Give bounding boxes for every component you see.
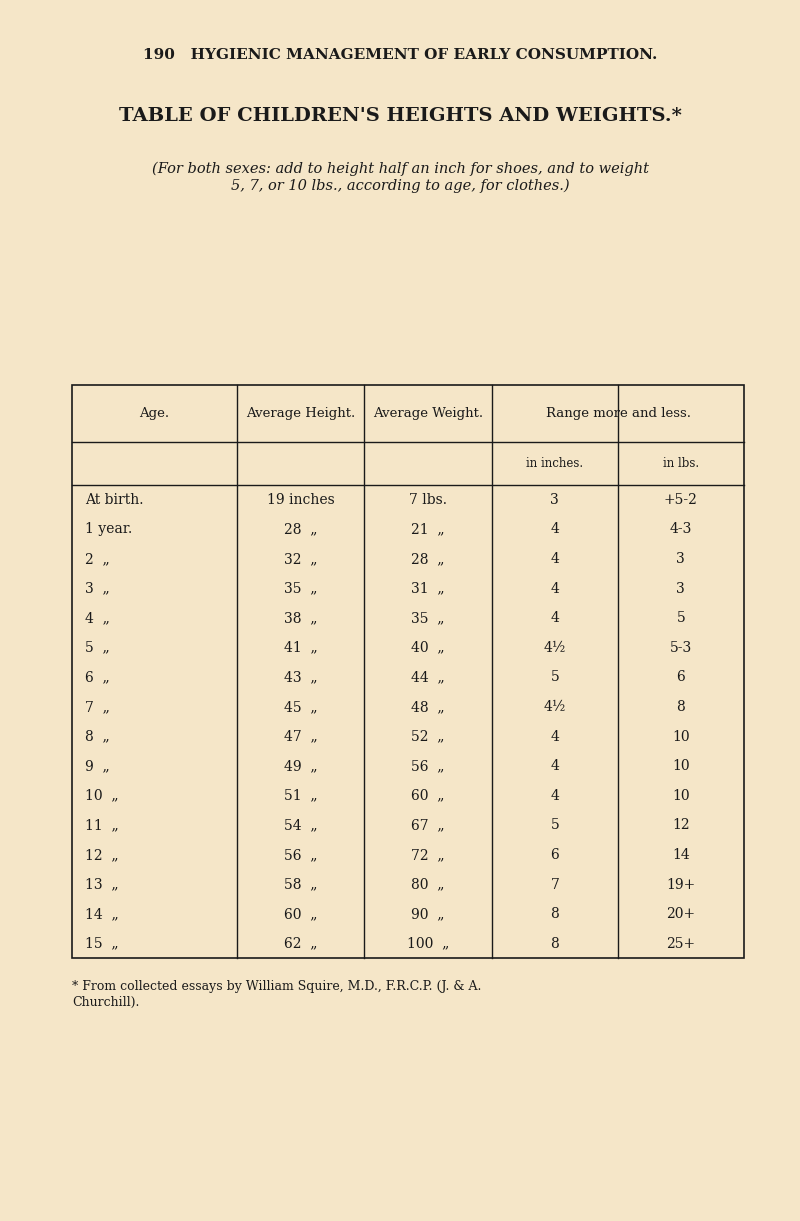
Text: 60  „: 60 „ [284,907,318,921]
Text: 8  „: 8 „ [86,730,110,744]
Bar [72,385,744,958]
Text: in lbs.: in lbs. [662,457,699,470]
Text: 12: 12 [672,818,690,833]
Text: 25+: 25+ [666,937,695,951]
Text: 4: 4 [550,552,559,567]
Text: 10: 10 [672,759,690,773]
Text: 32  „: 32 „ [284,552,318,567]
Text: 8: 8 [550,937,559,951]
Text: 14  „: 14 „ [86,907,119,921]
Text: 8: 8 [677,700,686,714]
Text: 11  „: 11 „ [86,818,119,833]
Text: Average Weight.: Average Weight. [373,407,483,420]
Text: 10: 10 [672,730,690,744]
Text: 4: 4 [550,581,559,596]
Text: 4½: 4½ [544,641,566,654]
Text: 15  „: 15 „ [86,937,119,951]
Text: 80  „: 80 „ [411,878,445,891]
Text: 28  „: 28 „ [411,552,445,567]
Text: 7  „: 7 „ [86,700,110,714]
Text: 54  „: 54 „ [284,818,318,833]
Text: 43  „: 43 „ [284,670,318,685]
Text: 8: 8 [550,907,559,921]
Text: Range more and less.: Range more and less. [546,407,690,420]
Text: 4: 4 [550,730,559,744]
Text: 4-3: 4-3 [670,523,692,536]
Text: 13  „: 13 „ [86,878,119,891]
Text: 4½: 4½ [544,700,566,714]
Text: 19+: 19+ [666,878,695,891]
Text: 7 lbs.: 7 lbs. [409,493,447,507]
Text: 6: 6 [550,847,559,862]
Text: 5: 5 [677,612,686,625]
Text: 5: 5 [550,670,559,685]
Text: 4: 4 [550,789,559,802]
Text: 21  „: 21 „ [411,523,445,536]
Text: 31  „: 31 „ [411,581,445,596]
Text: 4: 4 [550,523,559,536]
Text: 49  „: 49 „ [284,759,318,773]
Text: 5  „: 5 „ [86,641,110,654]
Text: 44  „: 44 „ [411,670,445,685]
Text: (For both sexes: add to height half an inch for shoes, and to weight
5, 7, or 10: (For both sexes: add to height half an i… [151,161,649,193]
Text: TABLE OF CHILDREN'S HEIGHTS AND WEIGHTS.*: TABLE OF CHILDREN'S HEIGHTS AND WEIGHTS.… [118,107,682,125]
Text: 28  „: 28 „ [284,523,318,536]
Text: 6: 6 [677,670,686,685]
Text: 35  „: 35 „ [284,581,318,596]
Text: 10: 10 [672,789,690,802]
Text: 9  „: 9 „ [86,759,110,773]
Text: 45  „: 45 „ [284,700,318,714]
Text: 3: 3 [677,552,686,567]
Text: 10  „: 10 „ [86,789,119,802]
Text: 35  „: 35 „ [411,612,445,625]
Text: 56  „: 56 „ [411,759,445,773]
Text: +5-2: +5-2 [664,493,698,507]
Text: in inches.: in inches. [526,457,583,470]
Text: 19 inches: 19 inches [266,493,334,507]
Text: 3  „: 3 „ [86,581,110,596]
Text: 190   HYGIENIC MANAGEMENT OF EARLY CONSUMPTION.: 190 HYGIENIC MANAGEMENT OF EARLY CONSUMP… [143,48,657,62]
Text: Average Height.: Average Height. [246,407,355,420]
Text: At birth.: At birth. [86,493,144,507]
Text: 47  „: 47 „ [284,730,318,744]
Text: Age.: Age. [139,407,170,420]
Text: 90  „: 90 „ [411,907,445,921]
Text: 52  „: 52 „ [411,730,445,744]
Text: 40  „: 40 „ [411,641,445,654]
Text: 7: 7 [550,878,559,891]
Text: 5: 5 [550,818,559,833]
Text: 4  „: 4 „ [86,612,110,625]
Text: 51  „: 51 „ [284,789,318,802]
Text: 60  „: 60 „ [411,789,445,802]
Text: 5-3: 5-3 [670,641,692,654]
Text: 4: 4 [550,759,559,773]
Text: 3: 3 [550,493,559,507]
Text: 58  „: 58 „ [284,878,318,891]
Text: 67  „: 67 „ [411,818,445,833]
Text: 12  „: 12 „ [86,847,119,862]
Text: 48  „: 48 „ [411,700,445,714]
Text: 4: 4 [550,612,559,625]
Text: 3: 3 [677,581,686,596]
Text: 20+: 20+ [666,907,695,921]
Text: 72  „: 72 „ [411,847,445,862]
Text: 41  „: 41 „ [284,641,318,654]
Text: 2  „: 2 „ [86,552,110,567]
Text: 14: 14 [672,847,690,862]
Text: 62  „: 62 „ [284,937,318,951]
Text: 56  „: 56 „ [284,847,318,862]
Text: 1 year.: 1 year. [86,523,133,536]
Text: 38  „: 38 „ [284,612,318,625]
Text: 100  „: 100 „ [407,937,450,951]
Text: 6  „: 6 „ [86,670,110,685]
Text: * From collected essays by William Squire, M.D., F.R.C.P. (J. & A.
Churchill).: * From collected essays by William Squir… [72,980,482,1009]
